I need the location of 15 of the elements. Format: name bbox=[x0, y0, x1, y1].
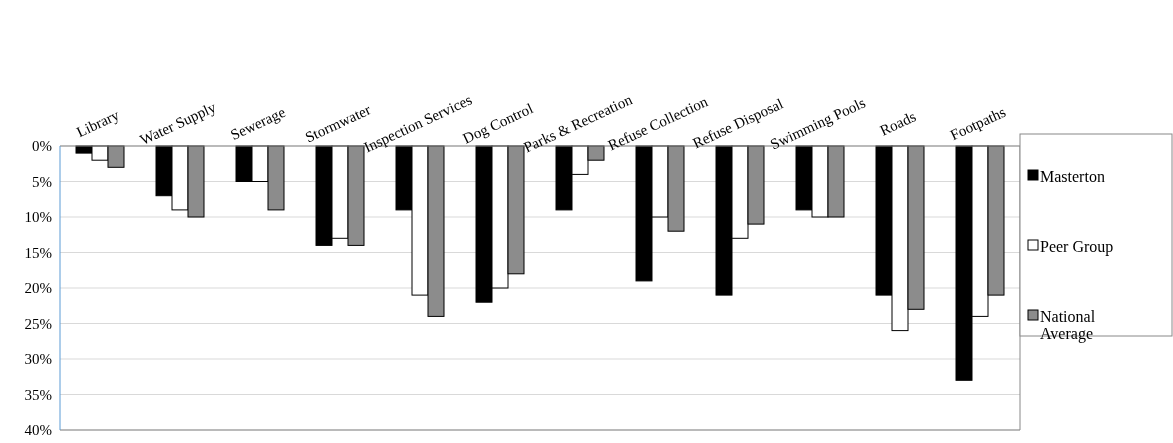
y-tick-label: 0% bbox=[32, 138, 52, 155]
legend-label: Peer Group bbox=[1040, 237, 1114, 256]
y-tick-label: 35% bbox=[24, 386, 52, 403]
x-tick-label: Water Supply bbox=[137, 98, 219, 148]
legend-label: National Average bbox=[1040, 307, 1096, 344]
y-tick-label: 40% bbox=[24, 422, 52, 439]
y-tick-label: 30% bbox=[24, 351, 52, 368]
y-tick-label: 10% bbox=[24, 209, 52, 226]
y-tick-label: 20% bbox=[24, 280, 52, 297]
y-tick-label: 5% bbox=[32, 173, 52, 190]
x-tick-label: Roads bbox=[877, 108, 919, 139]
x-tick-label: Library bbox=[74, 106, 123, 141]
y-tick-label: 25% bbox=[24, 315, 52, 332]
legend-label: Masterton bbox=[1040, 167, 1105, 185]
y-tick-label: 15% bbox=[24, 244, 52, 261]
